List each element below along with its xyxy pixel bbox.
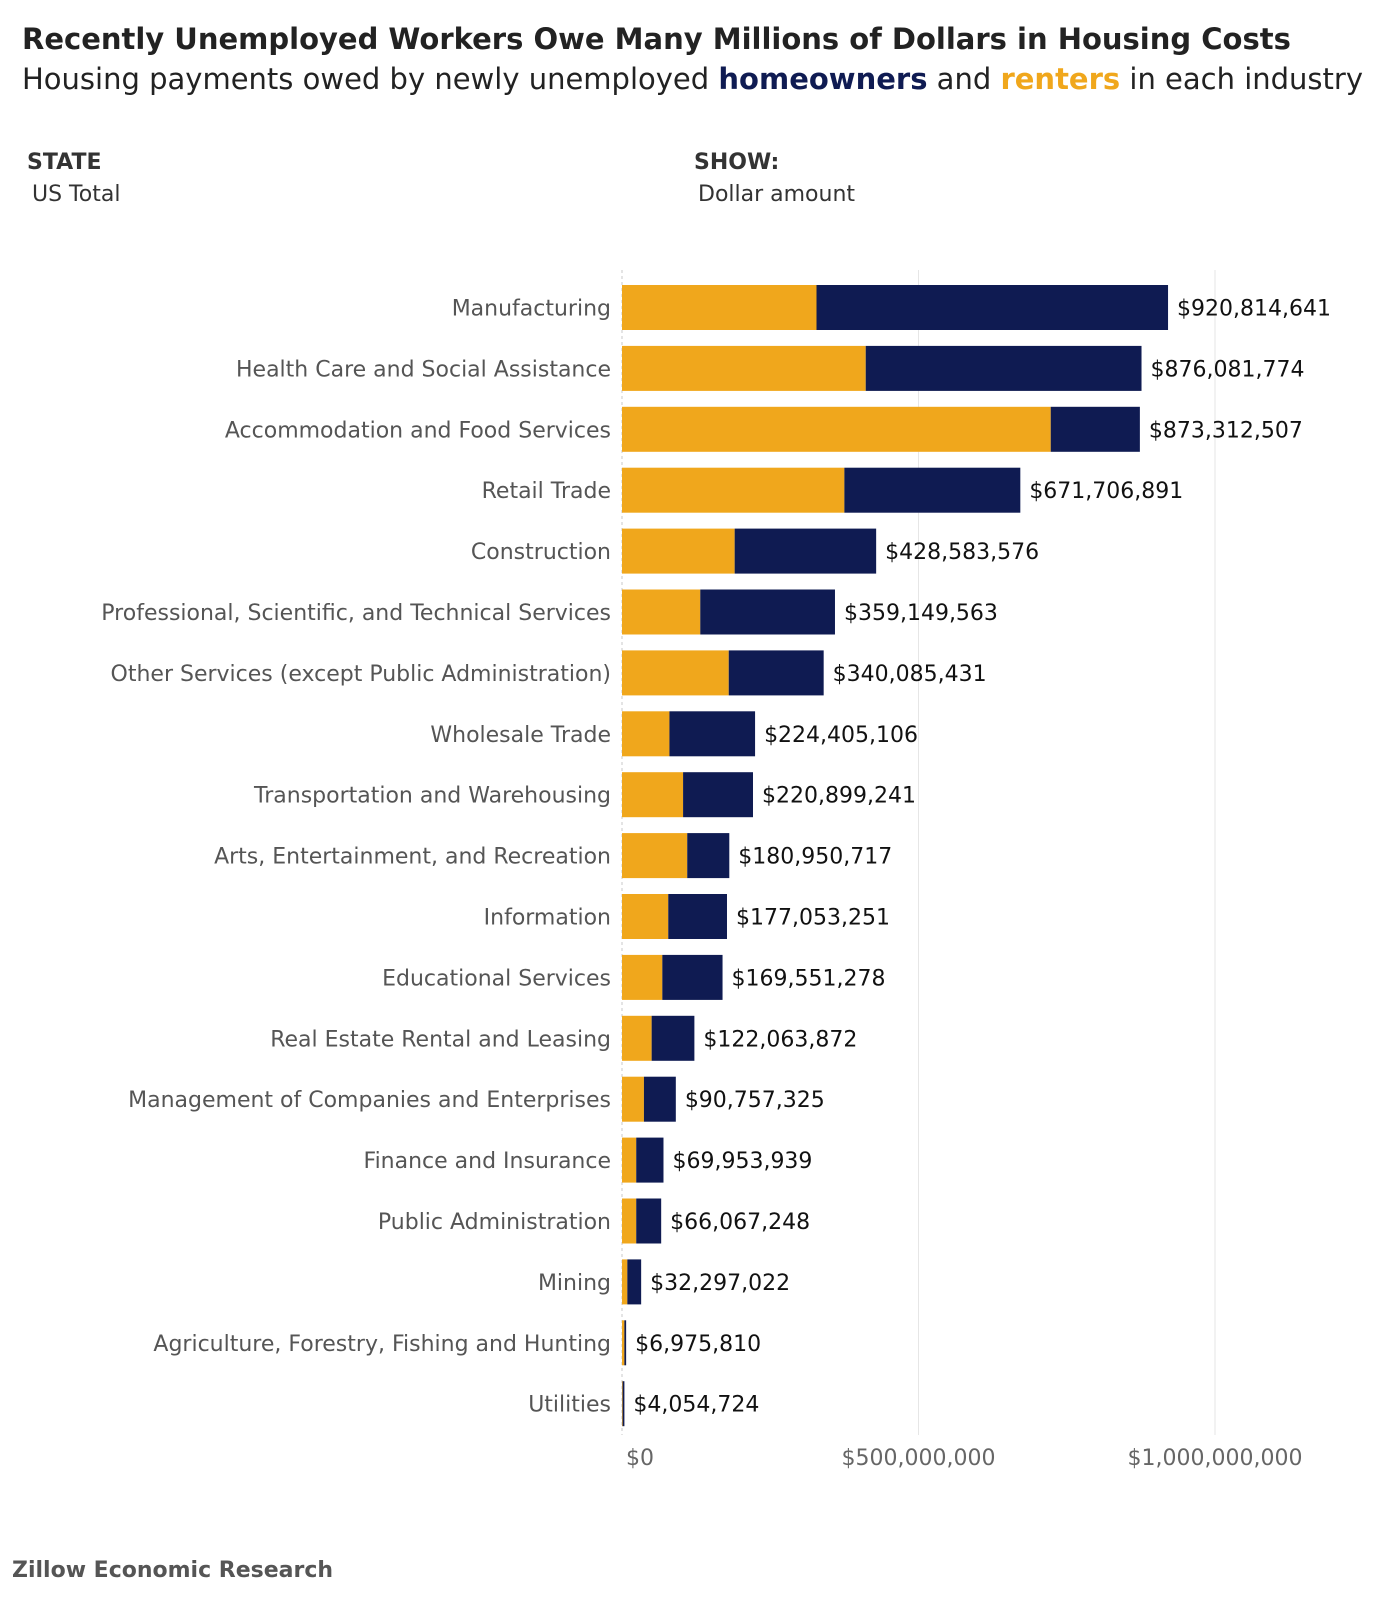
- renters-bar: [622, 772, 684, 818]
- homeowners-bar: [643, 1076, 676, 1122]
- total-value-label: $220,899,241: [762, 784, 916, 809]
- homeowners-bar: [844, 467, 1021, 513]
- x-tick-label: $1,000,000,000: [1128, 1446, 1303, 1471]
- homeowners-bar: [683, 772, 753, 818]
- homeowners-bar: [865, 345, 1142, 391]
- renters-bar: [622, 1259, 628, 1305]
- renters-bar: [622, 711, 670, 757]
- category-label: Other Services (except Public Administra…: [111, 662, 611, 687]
- category-label: Agriculture, Forestry, Fishing and Hunti…: [153, 1332, 611, 1357]
- category-label: Manufacturing: [452, 297, 611, 322]
- category-label: Information: [484, 906, 611, 931]
- subtitle-middle: and: [927, 62, 1001, 96]
- total-value-label: $169,551,278: [732, 966, 886, 991]
- renters-bar: [622, 894, 669, 939]
- total-value-label: $920,814,641: [1177, 297, 1331, 322]
- renters-bar: [622, 650, 729, 696]
- total-value-label: $224,405,106: [764, 723, 918, 748]
- subtitle-suffix: in each industry: [1120, 62, 1363, 96]
- homeowners-bar: [622, 1381, 625, 1427]
- category-label: Professional, Scientific, and Technical …: [101, 601, 611, 626]
- renters-bar: [622, 833, 688, 879]
- show-filter-value[interactable]: Dollar amount: [698, 182, 856, 207]
- total-value-label: $671,706,891: [1029, 479, 1183, 504]
- chart-title: Recently Unemployed Workers Owe Many Mil…: [22, 22, 1291, 56]
- homeowners-bar: [651, 1015, 695, 1061]
- renters-bar: [622, 528, 735, 574]
- subtitle-renters: renters: [1000, 62, 1121, 96]
- category-label: Health Care and Social Assistance: [236, 357, 611, 382]
- total-value-label: $66,067,248: [670, 1210, 810, 1235]
- chart-subtitle: Housing payments owed by newly unemploye…: [22, 62, 1363, 96]
- show-filter-label: SHOW:: [694, 150, 780, 175]
- x-tick-label: $500,000,000: [842, 1446, 996, 1471]
- homeowners-bar: [687, 833, 730, 879]
- homeowners-bar: [662, 954, 723, 1000]
- homeowners-bar: [700, 589, 835, 635]
- homeowners-bar: [734, 528, 877, 574]
- renters-bar: [622, 345, 866, 391]
- category-label: Management of Companies and Enterprises: [128, 1088, 611, 1113]
- category-label: Real Estate Rental and Leasing: [270, 1027, 611, 1052]
- category-label: Construction: [471, 540, 611, 565]
- renters-bar: [622, 1137, 637, 1183]
- category-label: Transportation and Warehousing: [253, 784, 611, 809]
- total-value-label: $177,053,251: [736, 906, 890, 931]
- total-value-label: $4,054,724: [633, 1393, 759, 1418]
- total-value-label: $69,953,939: [672, 1149, 812, 1174]
- total-value-label: $359,149,563: [844, 601, 998, 626]
- renters-bar: [622, 406, 1051, 452]
- category-label: Utilities: [528, 1393, 611, 1418]
- state-filter-value[interactable]: US Total: [32, 182, 121, 207]
- total-value-label: $340,085,431: [833, 662, 987, 687]
- category-label: Educational Services: [382, 966, 611, 991]
- total-value-label: $876,081,774: [1151, 357, 1305, 382]
- renters-bar: [622, 1076, 644, 1122]
- subtitle-homeowners: homeowners: [718, 62, 928, 96]
- category-label: Retail Trade: [482, 479, 611, 504]
- homeowners-bar: [636, 1137, 664, 1183]
- category-label: Public Administration: [378, 1210, 611, 1235]
- renters-bar: [622, 1381, 623, 1427]
- category-label: Finance and Insurance: [364, 1149, 611, 1174]
- stacked-bar-chart: Manufacturing $920,814,641 Health Care and…: [101, 270, 1331, 1471]
- total-value-label: $122,063,872: [703, 1027, 857, 1052]
- category-label: Accommodation and Food Services: [225, 418, 611, 443]
- total-value-label: $32,297,022: [650, 1271, 790, 1296]
- homeowners-bar: [728, 650, 824, 696]
- category-label: Arts, Entertainment, and Recreation: [214, 845, 611, 870]
- homeowners-bar: [627, 1259, 642, 1305]
- total-value-label: $6,975,810: [635, 1332, 761, 1357]
- source-footer: Zillow Economic Research: [12, 1558, 334, 1583]
- renters-bar: [622, 467, 845, 513]
- total-value-label: $428,583,576: [885, 540, 1039, 565]
- homeowners-bar: [1050, 406, 1140, 452]
- renters-bar: [622, 1320, 625, 1366]
- renters-bar: [622, 589, 701, 635]
- total-value-label: $180,950,717: [738, 845, 892, 870]
- category-label: Mining: [538, 1271, 611, 1296]
- homeowners-bar: [624, 1320, 627, 1366]
- homeowners-bar: [636, 1198, 662, 1244]
- renters-bar: [622, 1015, 652, 1061]
- total-value-label: $873,312,507: [1149, 418, 1303, 443]
- subtitle-prefix: Housing payments owed by newly unemploye…: [22, 62, 719, 96]
- renters-bar: [622, 1198, 637, 1244]
- x-tick-label: $0: [626, 1446, 654, 1471]
- homeowners-bar: [669, 711, 756, 757]
- renters-bar: [622, 285, 817, 330]
- homeowners-bar: [668, 894, 727, 939]
- total-value-label: $90,757,325: [685, 1088, 825, 1113]
- renters-bar: [622, 954, 663, 1000]
- homeowners-bar: [816, 285, 1169, 330]
- category-label: Wholesale Trade: [430, 723, 611, 748]
- state-filter-label: STATE: [27, 150, 102, 175]
